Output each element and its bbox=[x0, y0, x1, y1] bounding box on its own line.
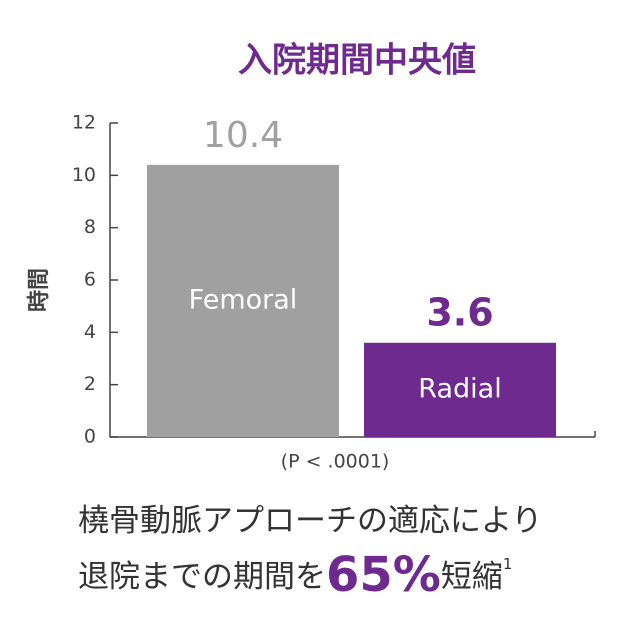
value-label: 3.6 bbox=[426, 290, 493, 334]
footnote-text: 橈骨動脈アプローチの適応により bbox=[78, 503, 542, 539]
y-tick-label: 8 bbox=[84, 216, 96, 238]
y-axis-label: 時間 bbox=[27, 268, 52, 312]
y-tick-label: 0 bbox=[84, 426, 96, 448]
footnote-text: 短縮 bbox=[441, 559, 503, 595]
footnote-text: 退院までの期間を bbox=[78, 559, 326, 595]
bar bbox=[364, 342, 556, 437]
y-tick-label: 4 bbox=[84, 321, 96, 343]
footnote-highlight: 65% bbox=[326, 547, 441, 603]
footnote-ref: 1 bbox=[503, 555, 513, 573]
y-tick-label: 2 bbox=[84, 373, 96, 395]
chart-title: 入院期間中央値 bbox=[238, 41, 476, 81]
footnote-line: 退院までの期間を65%短縮1 bbox=[78, 547, 512, 603]
category-label: Femoral bbox=[189, 284, 298, 315]
category-label: Radial bbox=[418, 373, 501, 404]
bar bbox=[147, 164, 339, 437]
y-tick-label: 6 bbox=[84, 269, 96, 291]
annotation: (P < .0001) bbox=[281, 451, 390, 473]
y-tick-label: 12 bbox=[72, 112, 96, 134]
footnote-line: 橈骨動脈アプローチの適応により bbox=[78, 503, 542, 539]
value-label: 10.4 bbox=[203, 115, 283, 156]
y-tick-label: 10 bbox=[72, 164, 96, 186]
